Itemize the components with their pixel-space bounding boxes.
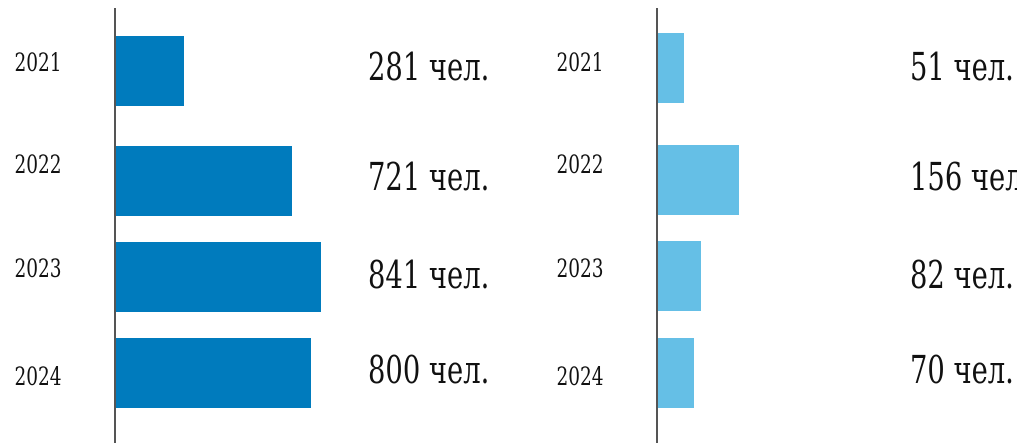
chart-2-year-label: 2023 [556, 254, 604, 283]
chart-1-year-label: 2024 [14, 362, 62, 391]
chart-1-bar-2024 [116, 338, 311, 408]
chart-1-year-label: 2021 [14, 48, 62, 77]
chart-1-bar-2021 [116, 36, 184, 106]
chart-2-year-label: 2022 [556, 150, 604, 179]
chart-2-value-label: 70 чел. [910, 348, 1014, 392]
right-chart-axis [656, 8, 658, 443]
chart-2-value-label: 51 чел. [910, 45, 1014, 89]
chart-2-year-label: 2021 [556, 48, 604, 77]
chart-2-bar-2022 [658, 145, 739, 215]
chart-1-value-label: 800 чел. [368, 348, 490, 392]
left-chart-axis [114, 8, 116, 443]
chart-1-year-label: 2023 [14, 254, 62, 283]
chart-2-bar-2023 [658, 241, 701, 311]
chart-1-value-label: 281 чел. [368, 45, 490, 89]
chart-1-bar-2023 [116, 242, 321, 312]
chart-2-value-label: 82 чел. [910, 253, 1014, 297]
chart-1-value-label: 721 чел. [368, 155, 490, 199]
chart-1-value-label: 841 чел. [368, 253, 490, 297]
chart-2-bar-2024 [658, 338, 694, 408]
chart-2-year-label: 2024 [556, 362, 604, 391]
chart-2-value-label: 156 чел. [910, 155, 1017, 199]
chart-1-bar-2022 [116, 146, 292, 216]
chart-1-year-label: 2022 [14, 150, 62, 179]
chart-2-bar-2021 [658, 33, 684, 103]
